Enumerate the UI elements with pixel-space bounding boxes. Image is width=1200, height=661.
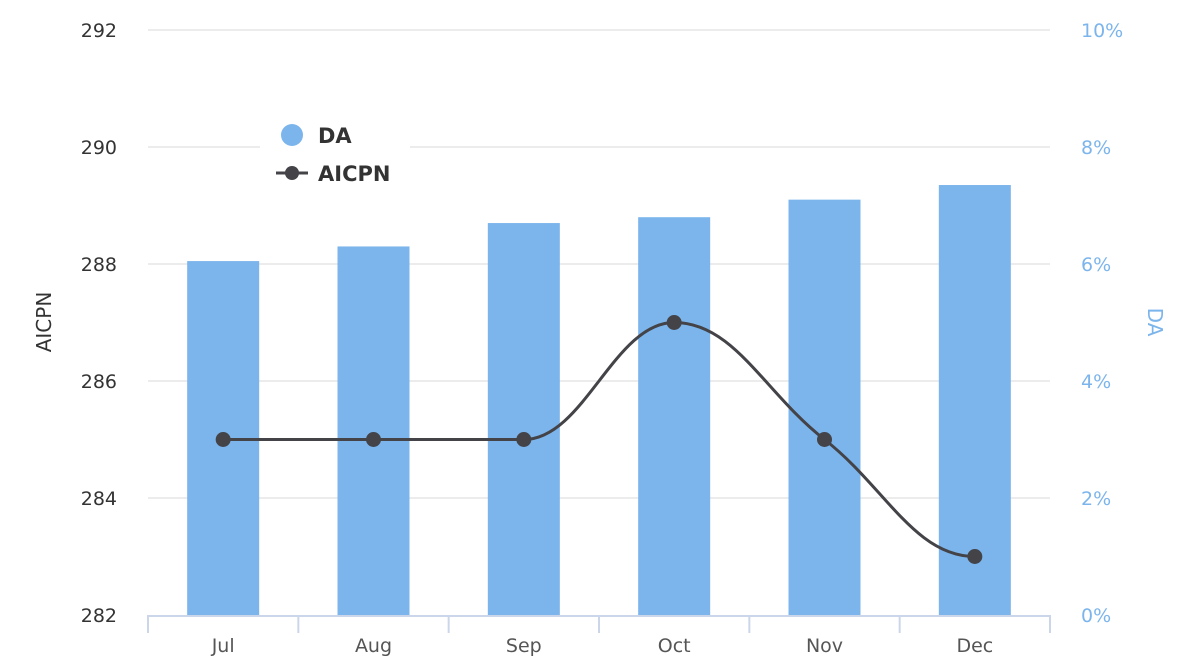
left-tick-label: 288 bbox=[81, 254, 117, 276]
x-tick-label: Dec bbox=[956, 635, 993, 657]
right-tick-label: 2% bbox=[1081, 488, 1111, 510]
right-axis-title: DA bbox=[1143, 308, 1167, 337]
left-axis-title: AICPN bbox=[32, 292, 56, 353]
right-tick-label: 6% bbox=[1081, 254, 1111, 276]
left-tick-label: 284 bbox=[81, 488, 117, 510]
right-y-axis: 0% 2% 4% 6% 8% 10% bbox=[1081, 20, 1123, 627]
point-oct[interactable] bbox=[666, 315, 682, 330]
point-nov[interactable] bbox=[817, 432, 832, 447]
bar-nov[interactable] bbox=[788, 199, 861, 615]
x-tick-label: Aug bbox=[355, 635, 392, 657]
bar-aug[interactable] bbox=[337, 246, 410, 615]
aicpn-line-path bbox=[223, 320, 975, 558]
x-tick-label: Nov bbox=[806, 635, 843, 657]
x-tick-label: Oct bbox=[658, 635, 691, 657]
point-jul[interactable] bbox=[215, 432, 231, 447]
point-aug[interactable] bbox=[366, 432, 381, 447]
x-tick-label: Jul bbox=[211, 635, 235, 657]
legend-item-aicpn[interactable]: AICPN bbox=[276, 162, 390, 186]
legend-label-aicpn: AICPN bbox=[318, 162, 390, 186]
bar-dec[interactable] bbox=[938, 185, 1011, 615]
right-tick-label: 4% bbox=[1081, 371, 1111, 393]
right-tick-label: 8% bbox=[1081, 137, 1111, 159]
legend-background bbox=[260, 110, 410, 190]
aicpn-line bbox=[215, 315, 983, 564]
left-y-axis: 282 284 286 288 290 292 bbox=[81, 20, 117, 627]
legend: DA AICPN bbox=[260, 110, 410, 190]
bar-sep[interactable] bbox=[487, 223, 560, 616]
point-dec[interactable] bbox=[967, 549, 983, 564]
point-sep[interactable] bbox=[516, 432, 532, 447]
x-tick-label: Sep bbox=[506, 635, 542, 657]
left-tick-label: 292 bbox=[81, 20, 117, 42]
legend-label-da: DA bbox=[318, 124, 352, 148]
left-tick-label: 286 bbox=[81, 371, 117, 393]
right-tick-label: 10% bbox=[1081, 20, 1123, 42]
right-tick-label: 0% bbox=[1081, 605, 1111, 627]
circle-marker-icon bbox=[281, 124, 303, 146]
x-axis: Jul Aug Sep Oct Nov Dec bbox=[147, 615, 1051, 657]
legend-item-da[interactable]: DA bbox=[281, 124, 352, 148]
da-bars bbox=[187, 185, 1011, 616]
left-tick-label: 282 bbox=[81, 605, 117, 627]
bar-oct[interactable] bbox=[638, 217, 711, 615]
line-point-icon bbox=[285, 166, 299, 180]
gridlines bbox=[148, 29, 1050, 499]
left-tick-label: 290 bbox=[81, 137, 117, 159]
